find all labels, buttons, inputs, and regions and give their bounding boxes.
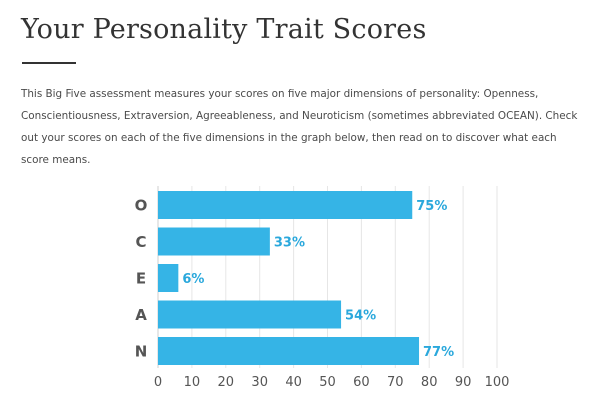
value-label-o: 75% — [416, 199, 447, 214]
title-underline — [22, 62, 76, 64]
x-tick-label-70: 70 — [387, 375, 404, 390]
value-label-e: 6% — [182, 272, 204, 287]
x-tick-label-80: 80 — [421, 375, 438, 390]
value-label-c: 33% — [274, 236, 305, 251]
bar-n — [158, 337, 420, 365]
x-tick-label-30: 30 — [251, 375, 268, 390]
page-title: Your Personality Trait Scores — [21, 14, 427, 45]
intro-paragraph: This Big Five assessment measures your s… — [21, 88, 578, 166]
bars — [158, 191, 420, 365]
x-axis-ticks: 0 10 20 30 40 50 60 70 80 90 100 — [154, 375, 510, 390]
labels: O 75% C 33% E 6% A 54% N 77% — [135, 197, 455, 361]
value-label-n: 77% — [423, 345, 454, 360]
category-label-a: A — [135, 306, 147, 324]
x-tick-label-90: 90 — [455, 375, 472, 390]
category-label-n: N — [135, 343, 148, 361]
category-label-o: O — [135, 197, 148, 215]
x-tick-label-20: 20 — [218, 375, 235, 390]
x-tick-label-0: 0 — [154, 375, 162, 390]
bar-a — [158, 300, 342, 329]
x-tick-label-40: 40 — [285, 375, 302, 390]
bar-o — [158, 191, 413, 219]
x-tick-label-60: 60 — [353, 375, 370, 390]
bar-e — [158, 264, 179, 292]
bar-c — [158, 227, 270, 256]
x-tick-label-100: 100 — [485, 375, 510, 390]
value-label-a: 54% — [345, 309, 376, 324]
category-label-e: E — [136, 270, 146, 288]
x-tick-label-10: 10 — [184, 375, 201, 390]
x-tick-label-50: 50 — [319, 375, 336, 390]
category-label-c: C — [135, 233, 146, 251]
